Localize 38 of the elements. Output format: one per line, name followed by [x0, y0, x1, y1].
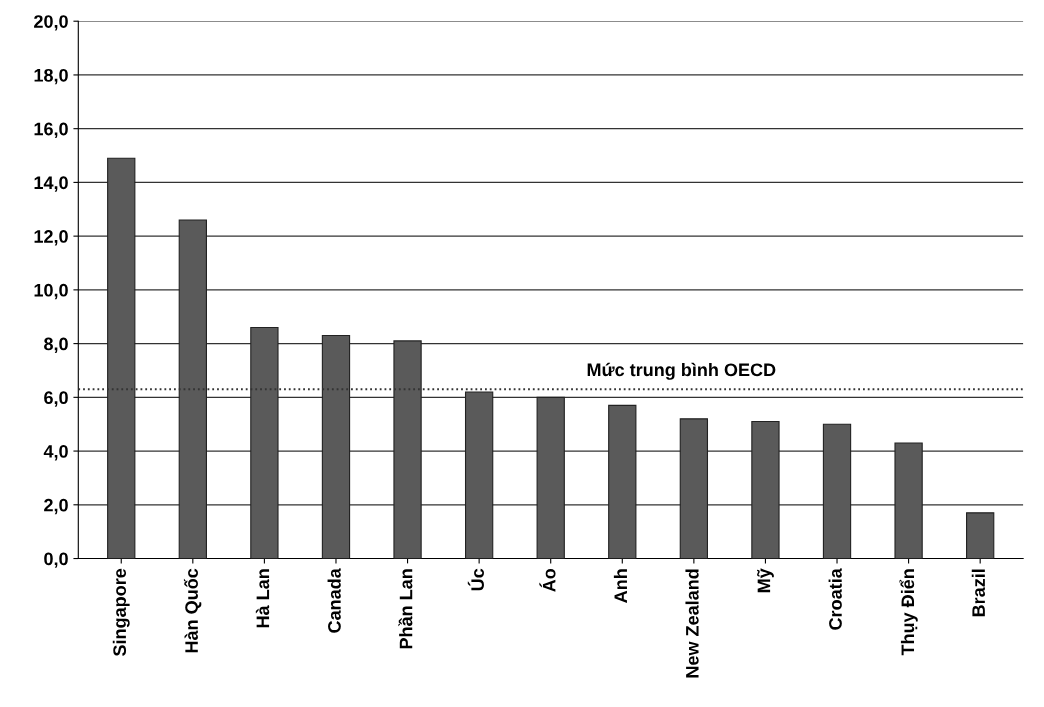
- y-tick-label: 2,0: [44, 498, 68, 515]
- bar: [966, 512, 995, 559]
- bar: [751, 420, 780, 559]
- y-tick-label: 0,0: [44, 552, 68, 568]
- bar: [894, 442, 923, 559]
- bar: [393, 340, 422, 559]
- x-tick-label: Hà Lan: [255, 569, 270, 628]
- bar: [608, 404, 637, 559]
- bar: [464, 391, 494, 559]
- bar: [679, 418, 709, 559]
- y-tick-label: 18,0: [34, 68, 68, 85]
- x-tick-label: Anh: [613, 569, 627, 603]
- bar: [107, 157, 136, 559]
- y-tick-label: 6,0: [44, 391, 68, 407]
- x-tick-label: Phần Lan: [398, 569, 413, 649]
- bar: [321, 334, 351, 559]
- bar: [822, 423, 852, 559]
- bar: [178, 219, 207, 559]
- y-tick-label: 8,0: [44, 337, 68, 353]
- x-tick-label: Singapore: [112, 568, 130, 657]
- x-tick-label: Brazil: [971, 569, 986, 617]
- ref-line-label: Mức trung bình OECD: [587, 362, 776, 380]
- x-tick-label: New Zealand: [685, 569, 699, 678]
- x-tick-label: Thụy Điển: [899, 569, 918, 656]
- y-tick-label: 14,0: [34, 176, 68, 192]
- x-tick-label: Mỹ: [757, 568, 774, 593]
- x-tick-label: Úc: [467, 568, 484, 591]
- x-tick-label: Áo: [539, 568, 556, 592]
- x-tick-label: Hàn Quốc: [183, 568, 202, 653]
- x-tick-label: Canada: [327, 568, 341, 633]
- y-tick-label: 20,0: [34, 15, 68, 31]
- y-tick-label: 4,0: [43, 445, 68, 461]
- bar: [536, 396, 565, 559]
- y-tick-label: 16,0: [34, 122, 68, 139]
- bar: [250, 326, 279, 559]
- x-tick-label: Croatia: [828, 568, 842, 630]
- y-tick-label: 10,0: [34, 283, 68, 300]
- y-tick-label: 12,0: [34, 230, 68, 246]
